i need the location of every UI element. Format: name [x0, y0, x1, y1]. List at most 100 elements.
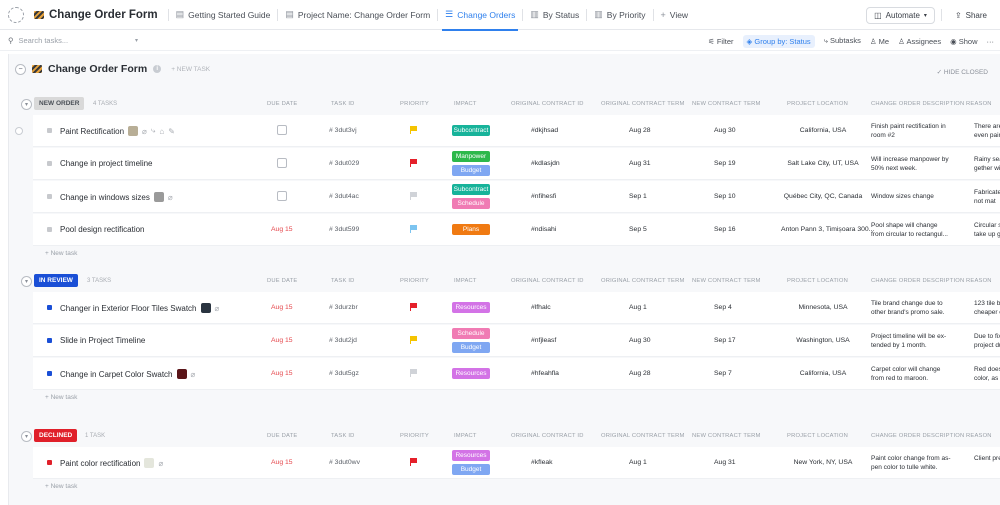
original-contract-id[interactable]: #ndisahi: [531, 226, 557, 233]
add-task-button[interactable]: + New task: [45, 394, 78, 401]
original-contract-id[interactable]: #lfhalc: [531, 304, 551, 311]
table-row[interactable]: Slide in Project Timeline Aug 15 # 3dut2jd…: [33, 325, 1000, 357]
column-header[interactable]: TASK ID: [331, 433, 355, 439]
column-header[interactable]: ORIGINAL CONTRACT ID: [511, 433, 584, 439]
new-contract-term[interactable]: Sep 10: [714, 193, 736, 200]
priority-flag-icon[interactable]: [410, 369, 418, 377]
task-name[interactable]: Paint Rectification ⌀ ⤷ ⌂ ✎: [60, 126, 175, 136]
impact-tag[interactable]: Subcontract: [452, 184, 490, 195]
impact-tag[interactable]: Budget: [452, 464, 490, 475]
attachment-thumbnail[interactable]: [200, 303, 211, 313]
change-order-description[interactable]: Project timeline will be ex-tended by 1 …: [871, 333, 947, 349]
column-header[interactable]: REASON: [966, 278, 992, 284]
table-row[interactable]: Change in project timeline # 3dut029 Manpo…: [33, 148, 1000, 180]
column-header[interactable]: IMPACT: [454, 278, 477, 284]
table-row[interactable]: Paint Rectification ⌀ ⤷ ⌂ ✎ # 3dut3vj Subcontr…: [33, 115, 1000, 147]
filter-button[interactable]: ⚟ Filter: [708, 36, 734, 46]
column-header[interactable]: ORIGINAL CONTRACT TERM: [601, 433, 685, 439]
change-order-description[interactable]: Window sizes change: [871, 193, 934, 200]
collapse-group-icon[interactable]: ▾: [21, 276, 32, 287]
change-order-description[interactable]: Pool shape will change from circular to …: [871, 222, 948, 238]
reason-text[interactable]: Rainy seaso gether with: [974, 156, 1000, 172]
column-header[interactable]: NEW CONTRACT TERM: [692, 101, 761, 107]
original-contract-term[interactable]: Aug 1: [629, 459, 647, 466]
tab-by-status[interactable]: ▥ By Status: [530, 9, 580, 20]
impact-tag[interactable]: Resources: [452, 368, 490, 379]
automate-button[interactable]: ◫ Automate ▾: [866, 6, 935, 24]
status-square[interactable]: [47, 460, 52, 465]
edit-icon[interactable]: ✎: [168, 126, 175, 136]
column-header[interactable]: PROJECT LOCATION: [787, 433, 848, 439]
tab-change-orders[interactable]: ☰ Change Orders: [438, 0, 522, 31]
status-square[interactable]: [47, 338, 52, 343]
change-order-description[interactable]: Paint color change from as-pen color to …: [871, 455, 951, 471]
status-square[interactable]: [47, 227, 52, 232]
project-location[interactable]: Washington, USA: [796, 337, 850, 344]
column-header[interactable]: ORIGINAL CONTRACT ID: [511, 278, 584, 284]
collapse-icon[interactable]: −: [15, 63, 26, 75]
task-name[interactable]: Change in windows sizes ⌀: [60, 192, 173, 202]
original-contract-term[interactable]: Sep 1: [629, 193, 647, 200]
change-order-description[interactable]: Finish paint rectification in room #2: [871, 123, 946, 139]
share-button[interactable]: ⇪ Share: [947, 7, 994, 23]
more-icon[interactable]: ···: [986, 36, 995, 46]
add-view-button[interactable]: + View: [660, 9, 689, 20]
select-checkbox[interactable]: [15, 127, 23, 135]
column-header[interactable]: PRIORITY: [400, 278, 429, 284]
column-header[interactable]: TASK ID: [331, 101, 355, 107]
column-header[interactable]: DUE DATE: [267, 278, 298, 284]
column-header[interactable]: PRIORITY: [400, 101, 429, 107]
table-row[interactable]: Changer in Exterior Floor Tiles Swatch ⌀ A…: [33, 292, 1000, 324]
status-square[interactable]: [47, 194, 52, 199]
reason-text[interactable]: Fabricated do not mat: [974, 189, 1000, 205]
group-by-button[interactable]: ◈ Group by: Status: [742, 34, 815, 48]
impact-tag[interactable]: Schedule: [452, 328, 490, 339]
tag-icon[interactable]: ⌂: [159, 126, 165, 136]
status-square[interactable]: [47, 128, 52, 133]
column-header[interactable]: REASON: [966, 101, 992, 107]
list-title[interactable]: Change Order Form: [34, 9, 158, 21]
impact-tag[interactable]: Budget: [452, 342, 490, 353]
reason-text[interactable]: Red does n color, as pe: [974, 366, 1000, 382]
status-badge[interactable]: NEW ORDER: [34, 97, 85, 110]
status-badge[interactable]: DECLINED: [34, 429, 78, 442]
column-header[interactable]: NEW CONTRACT TERM: [692, 433, 761, 439]
calendar-icon[interactable]: [277, 158, 287, 168]
collapse-group-icon[interactable]: ▾: [21, 431, 32, 442]
paperclip-icon[interactable]: ⌀: [214, 303, 220, 313]
impact-tag[interactable]: Budget: [452, 165, 490, 176]
project-location[interactable]: Québec City, QC, Canada: [783, 193, 863, 200]
column-header[interactable]: PROJECT LOCATION: [787, 101, 848, 107]
tab-by-priority[interactable]: ▥ By Priority: [594, 9, 646, 20]
task-name-text[interactable]: Paint Rectification: [60, 126, 125, 136]
reason-text[interactable]: Circular sha take up gar: [974, 222, 1000, 238]
project-location[interactable]: California, USA: [799, 127, 847, 134]
task-name-text[interactable]: Change in windows sizes: [60, 192, 150, 202]
priority-flag-icon[interactable]: [410, 336, 418, 344]
app-logo-icon[interactable]: [8, 6, 24, 23]
task-name-text[interactable]: Changer in Exterior Floor Tiles Swatch: [60, 303, 197, 313]
column-header[interactable]: CHANGE ORDER DESCRIPTION: [871, 433, 965, 439]
original-contract-term[interactable]: Sep 5: [629, 226, 647, 233]
tab-project-name[interactable]: ▤ Project Name: Change Order Form: [285, 9, 431, 20]
priority-flag-icon[interactable]: [410, 126, 418, 134]
column-header[interactable]: PROJECT LOCATION: [787, 278, 848, 284]
table-row[interactable]: Pool design rectification Aug 15 # 3dut599…: [33, 214, 1000, 246]
task-name[interactable]: Changer in Exterior Floor Tiles Swatch ⌀: [60, 303, 219, 313]
task-name[interactable]: Change in project timeline: [60, 159, 153, 168]
collapse-group-icon[interactable]: ▾: [21, 99, 32, 110]
task-name-text[interactable]: Slide in Project Timeline: [60, 336, 146, 345]
task-name[interactable]: Paint color rectification ⌀: [60, 458, 163, 468]
add-task-button[interactable]: + New task: [45, 250, 78, 257]
table-row[interactable]: Change in windows sizes ⌀ # 3dut4ac Subcont…: [33, 181, 1000, 213]
subtasks-button[interactable]: ⤷ Subtasks: [823, 36, 861, 45]
new-contract-term[interactable]: Aug 30: [714, 127, 736, 134]
paperclip-icon[interactable]: ⌀: [142, 126, 147, 136]
column-header[interactable]: DUE DATE: [267, 101, 298, 107]
original-contract-id[interactable]: #nfjleasf: [531, 337, 557, 344]
assignees-button[interactable]: ♙ Assignees: [898, 36, 942, 46]
attachment-thumbnail[interactable]: [153, 192, 164, 202]
task-name-text[interactable]: Change in Carpet Color Swatch: [60, 369, 173, 379]
subtask-icon[interactable]: ⤷: [150, 126, 156, 135]
project-location[interactable]: Minnesota, USA: [798, 304, 848, 311]
